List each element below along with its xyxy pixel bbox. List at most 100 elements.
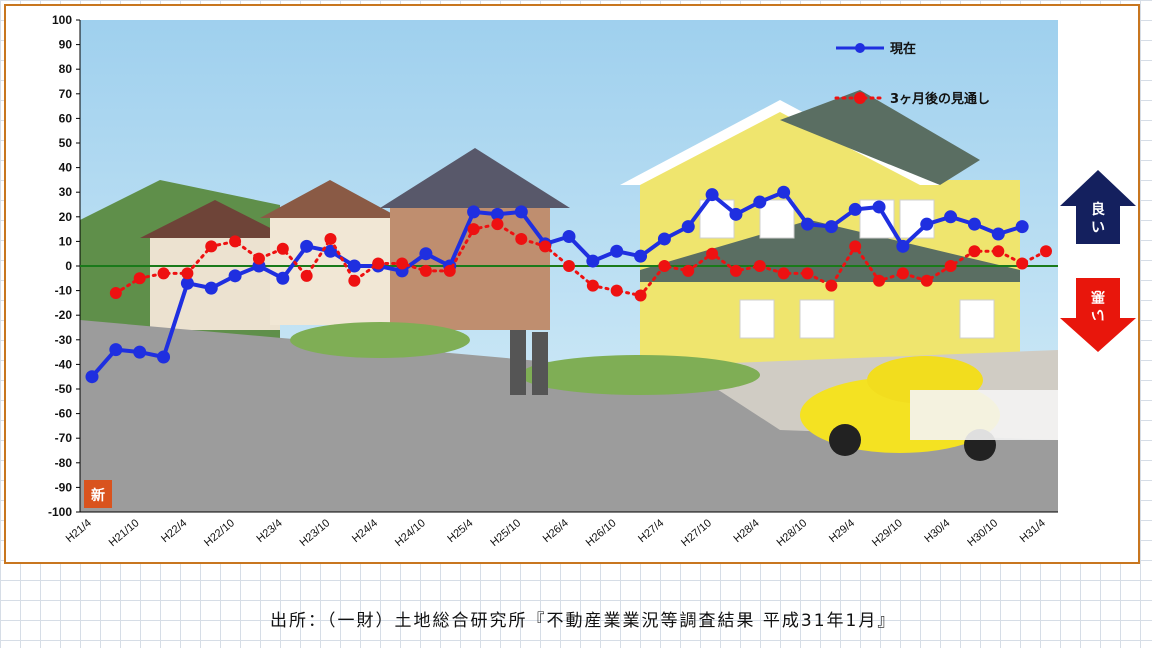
x-tick-label: H29/4: [827, 517, 857, 545]
data-point: [896, 239, 910, 253]
y-tick-label: 60: [59, 111, 73, 125]
x-tick-label: H29/10: [870, 517, 905, 549]
data-point: [872, 200, 886, 214]
x-tick-label: H24/10: [393, 517, 428, 549]
data-point: [1015, 220, 1029, 234]
data-point: [348, 274, 361, 287]
good-label-char: 良: [1091, 201, 1105, 218]
shrubs: [290, 322, 470, 358]
person-silhouette: [532, 332, 548, 395]
data-point: [181, 267, 194, 280]
new-badge: 新: [84, 480, 112, 508]
data-point: [372, 257, 385, 270]
data-point: [848, 202, 862, 216]
data-point: [729, 264, 742, 277]
data-point: [157, 267, 170, 280]
bad-down-arrow: [1060, 278, 1136, 352]
x-tick-label: H21/4: [64, 517, 94, 545]
data-point: [753, 195, 767, 209]
y-tick-label: -50: [55, 382, 73, 396]
series-line: [114, 222, 1048, 298]
data-point: [992, 245, 1005, 258]
data-point: [109, 287, 122, 300]
bad-label-char: い: [1091, 306, 1105, 322]
window: [799, 299, 835, 339]
new-badge-box: [84, 480, 112, 508]
data-point: [515, 232, 528, 245]
data-point: [825, 279, 838, 292]
road: [80, 320, 1058, 512]
data-point: [300, 269, 313, 282]
yellow-house-roof: [780, 90, 980, 185]
data-point: [300, 239, 314, 253]
house-3-roof: [380, 148, 570, 208]
y-tick-label: -10: [55, 284, 73, 298]
y-tick-label: -20: [55, 308, 73, 322]
data-point: [228, 269, 242, 283]
data-point: [849, 240, 862, 253]
data-point: [873, 274, 886, 287]
x-tick-label: H25/4: [445, 517, 475, 545]
data-point: [586, 279, 599, 292]
x-tick-label: H23/4: [255, 517, 285, 545]
data-point: [1016, 257, 1029, 270]
y-tick-label: -100: [48, 505, 72, 519]
legend-marker-current: [855, 43, 865, 53]
data-point: [944, 210, 958, 224]
data-point: [563, 260, 575, 272]
data-point: [109, 343, 123, 357]
house-2-roof: [260, 180, 400, 218]
data-point: [276, 271, 290, 285]
data-point: [467, 205, 481, 219]
window: [959, 299, 995, 339]
person-silhouette: [510, 330, 526, 395]
house-1-roof: [140, 200, 290, 238]
data-point: [347, 259, 361, 273]
data-point: [491, 218, 504, 231]
legend-label-outlook: 3ヶ月後の見通し: [890, 91, 990, 107]
x-tick-label: H24/4: [350, 517, 380, 545]
data-point: [396, 257, 409, 270]
y-tick-label: -80: [55, 456, 73, 470]
yellow-house-gable: [640, 112, 920, 185]
x-tick-label: H26/10: [584, 517, 619, 549]
y-tick-label: -90: [55, 480, 73, 494]
window: [739, 299, 775, 339]
series-outlook: [109, 218, 1052, 302]
x-tick-label: H22/4: [159, 517, 189, 545]
data-point: [777, 185, 791, 199]
good-label-char: い: [1091, 220, 1105, 236]
data-point: [657, 232, 671, 246]
data-point: [991, 227, 1005, 241]
data-point: [681, 220, 695, 234]
data-point: [204, 281, 218, 295]
y-tick-label: 10: [59, 234, 73, 248]
x-tick-label: H27/4: [636, 517, 666, 545]
data-point: [157, 350, 171, 364]
y-tick-label: 70: [59, 87, 73, 101]
data-point: [562, 229, 576, 243]
data-point: [920, 274, 933, 287]
y-tick-label: 50: [59, 136, 73, 150]
data-point: [920, 217, 934, 231]
data-point: [706, 247, 719, 260]
source-note: 出所：（一財）土地総合研究所『不動産業業況等調査結果 平成31年1月』: [270, 611, 897, 631]
data-point: [801, 217, 814, 231]
data-point: [634, 289, 647, 302]
fence: [910, 390, 1058, 440]
data-point: [180, 276, 194, 290]
data-point: [419, 247, 433, 261]
y-tick-label: -40: [55, 357, 73, 371]
data-point: [729, 207, 743, 221]
legend-marker-outlook: [854, 92, 866, 104]
data-point: [801, 267, 814, 280]
data-point: [658, 260, 671, 272]
x-tick-label: H22/10: [202, 517, 237, 549]
data-point: [896, 267, 909, 280]
x-tick-label: H27/10: [679, 517, 714, 549]
data-point: [324, 244, 337, 258]
data-point: [967, 217, 981, 231]
data-point: [539, 240, 552, 253]
chart-frame: 100 90 80 70 60 50 40 30 20 10 0 -10 -20 -30 -40 -50 -60…: [4, 4, 1140, 564]
